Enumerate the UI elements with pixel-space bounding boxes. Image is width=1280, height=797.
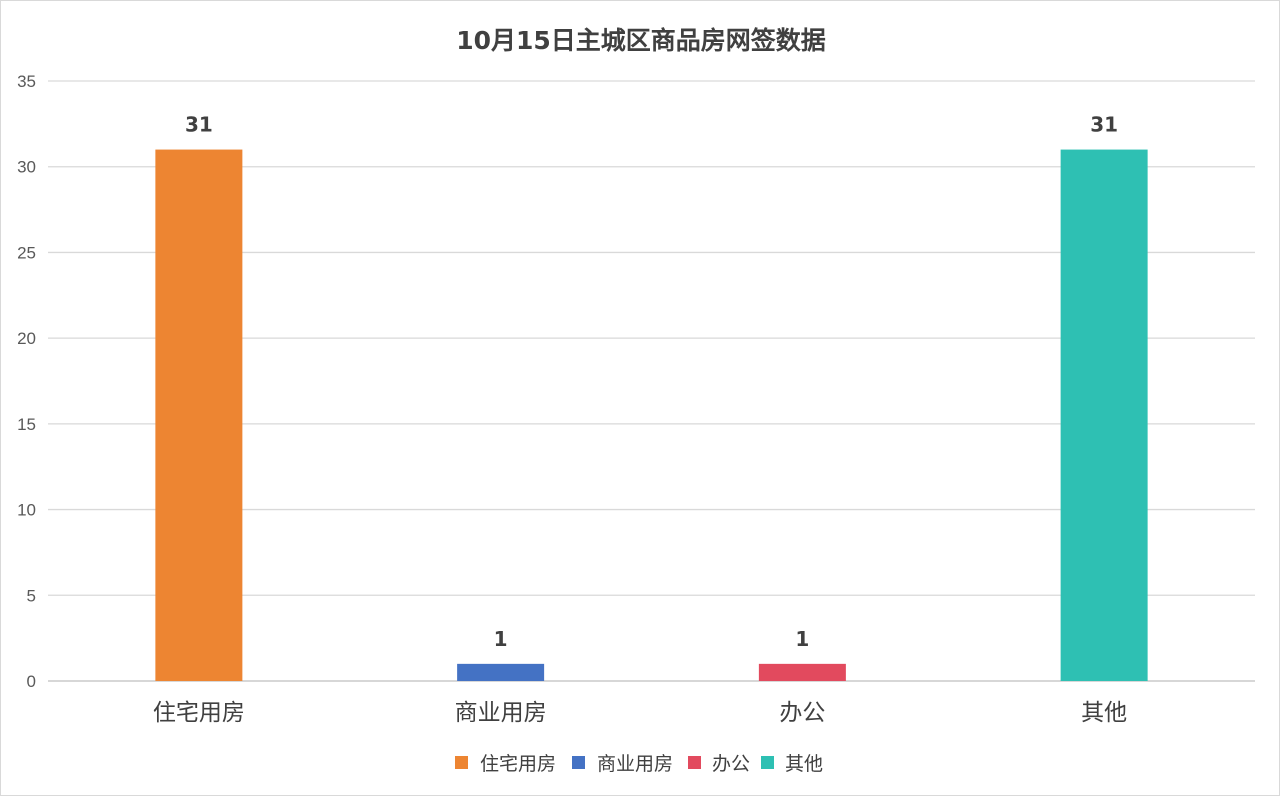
bar-3 [758, 663, 846, 681]
bars [155, 149, 1148, 682]
y-tick-label: 30 [17, 158, 36, 177]
x-tick-label: 其他 [1081, 700, 1127, 726]
bar-2 [457, 663, 545, 681]
x-axis-ticks: 住宅用房 商业用房 办公 其他 [153, 700, 1127, 726]
legend-label: 办公 [712, 753, 750, 775]
y-tick-label: 15 [17, 415, 36, 434]
legend-swatch [455, 756, 468, 769]
gridlines [48, 80, 1255, 682]
bar-1 [155, 149, 243, 682]
y-tick-label: 25 [17, 243, 36, 262]
x-tick-label: 商业用房 [455, 700, 547, 726]
y-axis-ticks: 0 5 10 15 20 25 30 35 [17, 72, 36, 691]
bar-4 [1060, 149, 1148, 682]
legend: 住宅用房 商业用房 办公 其他 [455, 753, 823, 775]
y-tick-label: 35 [17, 72, 36, 91]
y-tick-label: 20 [17, 329, 36, 348]
legend-swatch [688, 756, 701, 769]
data-label: 31 [185, 113, 213, 137]
data-labels: 31 1 1 31 [185, 113, 1118, 651]
x-tick-label: 住宅用房 [153, 700, 245, 726]
data-label: 31 [1090, 113, 1118, 137]
y-tick-label: 5 [27, 586, 36, 605]
y-tick-label: 0 [27, 672, 36, 691]
data-label: 1 [494, 627, 508, 651]
chart-title: 10月15日主城区商品房网签数据 [456, 26, 826, 55]
x-tick-label: 办公 [779, 700, 825, 726]
legend-swatch [761, 756, 774, 769]
data-label: 1 [795, 627, 809, 651]
legend-label: 商业用房 [597, 753, 673, 775]
legend-label: 住宅用房 [480, 753, 556, 775]
legend-swatch [572, 756, 585, 769]
legend-label: 其他 [785, 753, 823, 775]
y-tick-label: 10 [17, 501, 36, 520]
